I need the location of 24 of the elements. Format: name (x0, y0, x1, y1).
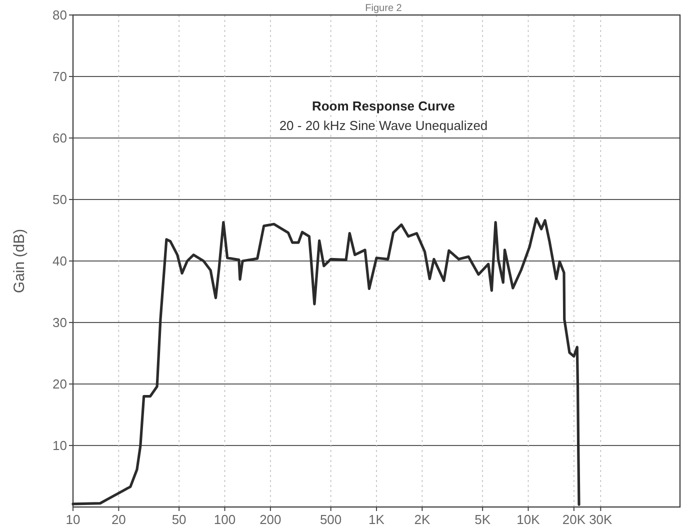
x-tick-label: 10K (516, 512, 540, 527)
y-axis-title: Gain (dB) (11, 228, 28, 294)
y-tick-label: 20 (52, 376, 67, 392)
x-tick-label: 200 (260, 512, 282, 527)
y-tick-label: 40 (52, 254, 67, 269)
x-tick-label: 100 (214, 512, 236, 527)
x-tick-label: 20 (111, 512, 126, 527)
x-tick-label: 30K (589, 512, 613, 527)
text: Room Response Curve (312, 98, 456, 114)
x-tick-label: 2K (414, 512, 430, 527)
y-tick-label: 60 (52, 130, 67, 146)
text: 20 - 20 kHz Sine Wave Unequalized (279, 118, 488, 134)
y-tick-label: 70 (52, 69, 67, 84)
x-tick-label: 50 (172, 512, 186, 527)
x-tick-label: 10 (66, 512, 80, 527)
y-tick-label: 80 (52, 8, 67, 23)
y-tick-label: 10 (52, 438, 67, 454)
x-tick-label: 20K (562, 512, 586, 527)
y-tick-label: 30 (52, 315, 67, 330)
x-tick-label: 5K (474, 512, 491, 527)
x-tick-label: 1K (368, 512, 385, 527)
x-tick-label: 500 (320, 512, 342, 527)
caption: Figure 2 (365, 3, 402, 14)
y-tick-label: 50 (52, 192, 67, 208)
